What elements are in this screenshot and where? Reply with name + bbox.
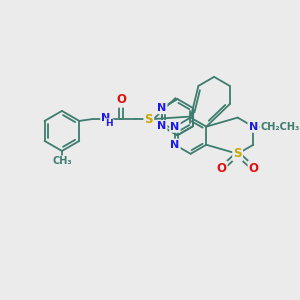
Text: O: O bbox=[116, 94, 126, 106]
Text: N: N bbox=[157, 103, 167, 113]
Text: O: O bbox=[249, 162, 259, 175]
Text: N: N bbox=[249, 122, 258, 132]
Text: S: S bbox=[145, 112, 153, 125]
Text: H: H bbox=[105, 119, 112, 128]
Text: CH₂CH₃: CH₂CH₃ bbox=[260, 122, 300, 132]
Text: N: N bbox=[101, 113, 111, 123]
Text: S: S bbox=[233, 147, 242, 160]
Text: N: N bbox=[157, 121, 167, 131]
Text: N: N bbox=[170, 122, 179, 132]
Text: CH₃: CH₃ bbox=[52, 156, 72, 167]
Text: N: N bbox=[170, 140, 179, 150]
Text: O: O bbox=[216, 162, 226, 175]
